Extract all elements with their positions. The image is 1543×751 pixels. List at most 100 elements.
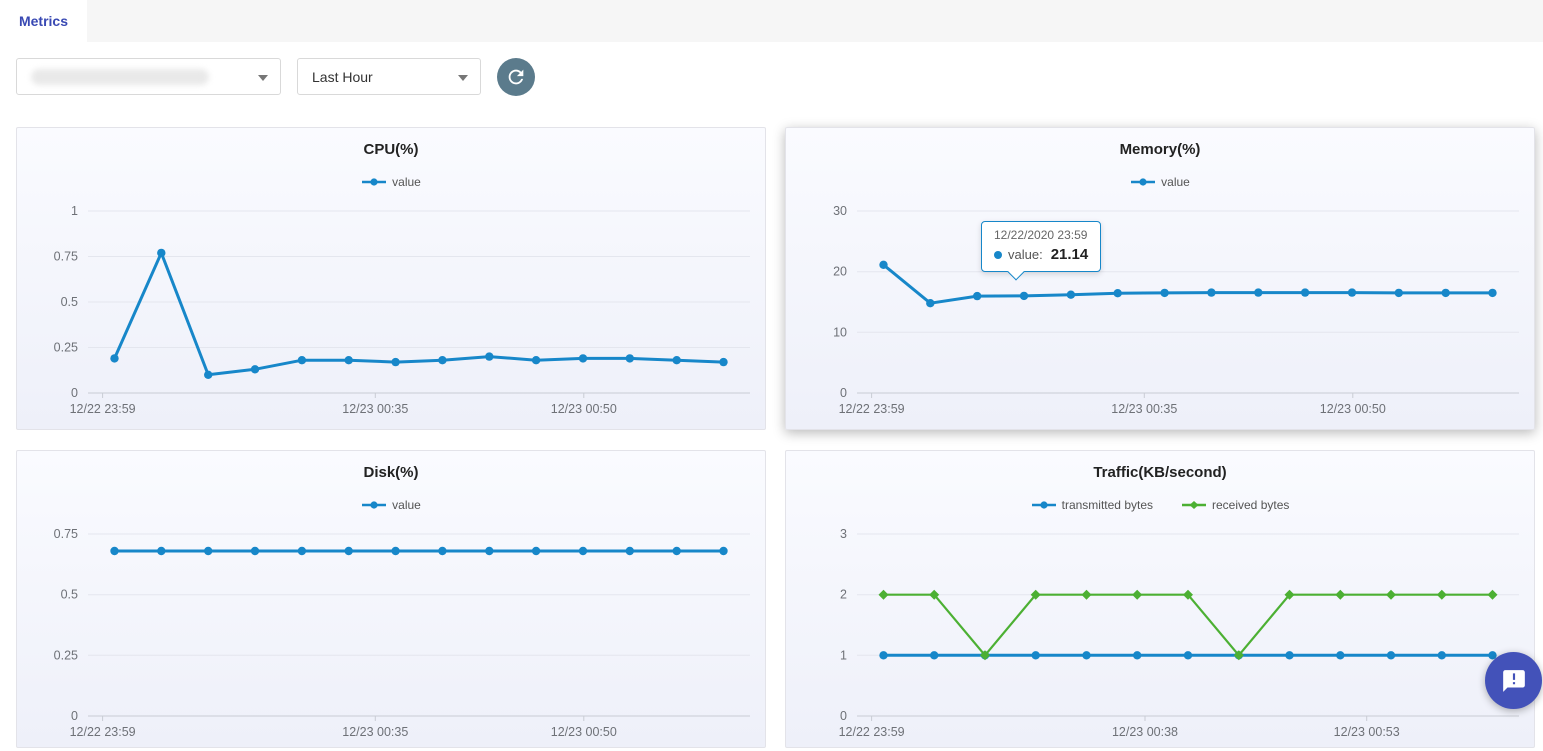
- data-point[interactable]: [1183, 651, 1193, 660]
- refresh-icon: [508, 69, 524, 85]
- data-point[interactable]: [878, 589, 889, 600]
- data-point[interactable]: [157, 546, 166, 556]
- data-point[interactable]: [1207, 288, 1216, 297]
- data-point[interactable]: [1254, 288, 1263, 297]
- data-point[interactable]: [1160, 288, 1169, 298]
- y-tick-label: 0: [840, 709, 847, 723]
- data-point[interactable]: [1285, 651, 1294, 660]
- data-point[interactable]: [973, 291, 982, 301]
- chart-legend: transmitted bytes received bytes: [786, 496, 1534, 514]
- data-point[interactable]: [157, 248, 166, 258]
- tab-metrics[interactable]: Metrics: [0, 0, 87, 42]
- data-point[interactable]: [1066, 290, 1076, 299]
- data-point[interactable]: [719, 546, 728, 556]
- data-point[interactable]: [1436, 589, 1447, 600]
- chart-title: Disk(%): [363, 464, 419, 481]
- data-point[interactable]: [1386, 589, 1396, 600]
- legend-label: received bytes: [1212, 498, 1290, 512]
- data-point[interactable]: [1030, 589, 1041, 600]
- data-point[interactable]: [1394, 288, 1403, 298]
- data-point[interactable]: [1488, 288, 1497, 298]
- data-point[interactable]: [344, 356, 353, 365]
- data-point[interactable]: [1132, 589, 1143, 600]
- data-point[interactable]: [438, 356, 447, 365]
- refresh-button[interactable]: [497, 58, 535, 96]
- circle-marker-icon: [362, 501, 387, 509]
- data-point[interactable]: [391, 357, 400, 367]
- x-tick-label: 12/22 23:59: [70, 725, 136, 739]
- data-point[interactable]: [1335, 589, 1346, 600]
- chart-legend: value: [17, 173, 765, 191]
- data-point[interactable]: [1284, 589, 1295, 600]
- data-point[interactable]: [1113, 289, 1122, 298]
- chart-title: CPU(%): [363, 141, 419, 158]
- data-point[interactable]: [930, 651, 939, 660]
- traffic-chart-card: Traffic(KB/second) transmitted bytes rece…: [785, 450, 1535, 748]
- data-point[interactable]: [1233, 650, 1244, 661]
- data-point[interactable]: [719, 357, 728, 367]
- data-point[interactable]: [578, 546, 588, 556]
- data-point[interactable]: [1081, 589, 1092, 600]
- data-point[interactable]: [1336, 651, 1345, 660]
- data-point[interactable]: [879, 260, 888, 269]
- feedback-fab-button[interactable]: [1485, 652, 1542, 709]
- legend-item-received-bytes[interactable]: received bytes: [1181, 498, 1289, 512]
- data-point[interactable]: [204, 546, 213, 556]
- data-point[interactable]: [672, 356, 681, 365]
- data-point[interactable]: [250, 365, 260, 374]
- data-point[interactable]: [625, 546, 634, 556]
- chart-plot[interactable]: 0 0.25 0.5 0.75 1 12/22 23:59 12/23 00:35 12/23…: [24, 195, 758, 427]
- data-point[interactable]: [485, 546, 494, 556]
- data-point[interactable]: [879, 651, 888, 660]
- legend-item-value[interactable]: value: [361, 175, 421, 189]
- data-point[interactable]: [578, 354, 588, 363]
- data-point[interactable]: [1347, 288, 1357, 297]
- data-point[interactable]: [297, 546, 307, 556]
- data-point[interactable]: [1300, 288, 1310, 297]
- instance-select[interactable]: [16, 58, 281, 95]
- data-point[interactable]: [926, 299, 935, 308]
- data-point[interactable]: [110, 354, 119, 363]
- data-point[interactable]: [1437, 651, 1446, 660]
- data-point[interactable]: [1441, 288, 1450, 298]
- data-point[interactable]: [929, 589, 940, 600]
- data-point[interactable]: [672, 546, 681, 556]
- data-point[interactable]: [625, 354, 634, 363]
- memory-chart-card: Memory(%) value 0 10 20 30 12/22 23:59 12/23 …: [785, 127, 1535, 430]
- data-point[interactable]: [531, 546, 541, 556]
- legend-item-transmitted-bytes[interactable]: transmitted bytes: [1031, 498, 1153, 512]
- chart-plot[interactable]: 0 0.25 0.5 0.75 12/22 23:59 12/23 00:35 12/23 …: [24, 518, 758, 748]
- y-tick-label: 2: [840, 588, 847, 602]
- chart-plot[interactable]: 0 10 20 30 12/22 23:59 12/23 00:35 12/23 00:50: [793, 195, 1527, 427]
- data-point[interactable]: [980, 650, 990, 661]
- data-point[interactable]: [1082, 651, 1091, 660]
- data-point[interactable]: [110, 546, 119, 556]
- x-tick-label: 12/23 00:50: [1320, 402, 1386, 416]
- circle-marker-icon: [1131, 178, 1156, 186]
- data-point[interactable]: [531, 356, 541, 365]
- y-tick-label: 0.75: [54, 527, 78, 541]
- data-point[interactable]: [250, 546, 260, 556]
- y-tick-label: 0.5: [61, 588, 78, 602]
- data-point[interactable]: [391, 546, 400, 556]
- data-point[interactable]: [344, 546, 353, 556]
- data-point[interactable]: [1133, 651, 1142, 660]
- data-point[interactable]: [1487, 589, 1498, 600]
- data-point[interactable]: [1386, 651, 1396, 660]
- data-point[interactable]: [204, 370, 213, 379]
- legend-item-value[interactable]: value: [361, 498, 421, 512]
- data-point[interactable]: [438, 546, 447, 556]
- data-point[interactable]: [297, 356, 307, 365]
- cpu-chart-card: CPU(%) value 0 0.25 0.5 0.75 1 12/22 23:59 12/…: [16, 127, 766, 430]
- tab-metrics-label: Metrics: [18, 13, 69, 29]
- time-range-select[interactable]: Last Hour: [297, 58, 481, 95]
- y-tick-label: 0.25: [54, 648, 78, 662]
- y-tick-label: 0: [71, 386, 78, 400]
- chart-plot[interactable]: 0 1 2 3 12/22 23:59 12/23 00:38 12/23 00:53: [793, 518, 1527, 748]
- legend-item-value[interactable]: value: [1130, 175, 1190, 189]
- data-point[interactable]: [1019, 291, 1029, 301]
- y-tick-label: 0: [71, 709, 78, 723]
- data-point[interactable]: [1031, 651, 1040, 660]
- data-point[interactable]: [1183, 589, 1193, 600]
- data-point[interactable]: [485, 352, 494, 361]
